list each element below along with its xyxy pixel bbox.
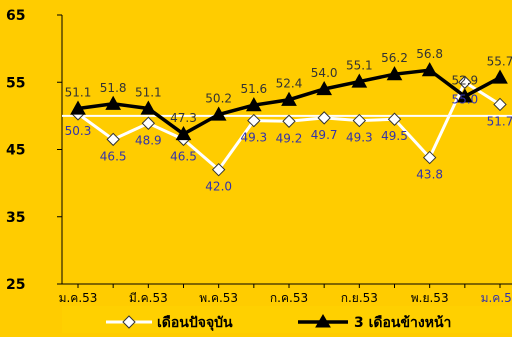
data-point-3-months-ahead [245,97,262,112]
data-label-current: 55.0 [451,92,478,106]
data-point-current [211,162,226,177]
data-label-current: 46.5 [170,149,197,163]
y-tick-label: 45 [6,143,25,159]
data-label-current: 50.3 [65,124,92,138]
data-point-3-months-ahead [105,95,122,110]
data-label-current: 43.8 [416,168,443,182]
data-point-3-months-ahead [140,100,157,115]
data-label-3-months-ahead: 50.2 [205,92,232,106]
data-point-3-months-ahead [456,88,473,103]
y-tick-label: 35 [6,210,25,226]
data-label-3-months-ahead: 54.0 [311,66,338,80]
data-label-3-months-ahead: 56.8 [416,47,443,61]
data-label-3-months-ahead: 47.3 [170,111,197,125]
data-point-current [493,97,507,112]
x-tick-label: พ.ค.53 [199,291,238,305]
data-label-current: 49.5 [381,129,408,143]
data-label-3-months-ahead: 55.1 [346,59,373,73]
data-label-3-months-ahead: 52.4 [276,77,303,91]
data-point-3-months-ahead [421,62,438,77]
data-point-3-months-ahead [492,69,508,84]
data-point-3-months-ahead [316,80,333,96]
data-point-current [352,113,367,128]
data-point-3-months-ahead [175,126,192,141]
data-label-3-months-ahead: 51.1 [65,85,92,99]
data-label-3-months-ahead: 56.2 [381,51,408,65]
data-label-current: 49.2 [276,131,303,145]
x-tick-label: พ.ย.53 [411,291,449,305]
data-label-3-months-ahead: 52.9 [451,73,478,87]
data-label-3-months-ahead: 51.6 [240,82,267,96]
data-point-current [317,111,331,125]
data-label-current: 49.7 [311,128,338,142]
data-point-current [458,75,472,89]
data-point-3-months-ahead [210,106,227,121]
legend-marker-current [122,315,136,329]
data-point-current [247,113,261,128]
y-tick-label: 25 [6,277,25,293]
y-tick-label: 65 [6,8,25,24]
x-tick-label: ม.ค.54 [481,291,512,305]
data-point-3-months-ahead [70,100,86,115]
y-tick-label: 55 [6,75,25,91]
plot-area [62,15,512,284]
data-point-current [282,114,296,128]
data-point-current [422,150,437,165]
legend: เดือนปัจจุบัน 3 เดือนข้างหน้า [62,306,512,336]
data-point-3-months-ahead [281,91,297,106]
data-label-3-months-ahead: 55.7 [487,55,512,69]
legend-marker-3-months-ahead [315,314,331,328]
data-point-3-months-ahead [386,66,403,81]
legend-label-current: เดือนปัจจุบัน [157,315,233,331]
data-point-3-months-ahead [351,73,368,88]
x-tick-label: มี.ค.53 [129,291,168,305]
data-label-current: 49.3 [240,131,267,145]
x-tick-label: ก.ค.53 [270,291,308,305]
data-label-current: 49.3 [346,131,373,145]
data-label-3-months-ahead: 51.8 [100,81,127,95]
legend-label-3-months-ahead: 3 เดือนข้างหน้า [354,315,451,331]
data-label-3-months-ahead: 51.1 [135,85,162,99]
data-label-current: 48.9 [135,133,162,147]
data-point-current [387,112,402,126]
data-point-current [106,132,120,147]
data-point-current [141,116,156,130]
data-label-current: 42.0 [205,180,232,194]
x-tick-label: ม.ค.53 [59,291,98,305]
data-label-current: 51.7 [487,114,512,128]
x-tick-label: ก.ย.53 [341,291,378,305]
data-label-current: 46.5 [100,149,127,163]
